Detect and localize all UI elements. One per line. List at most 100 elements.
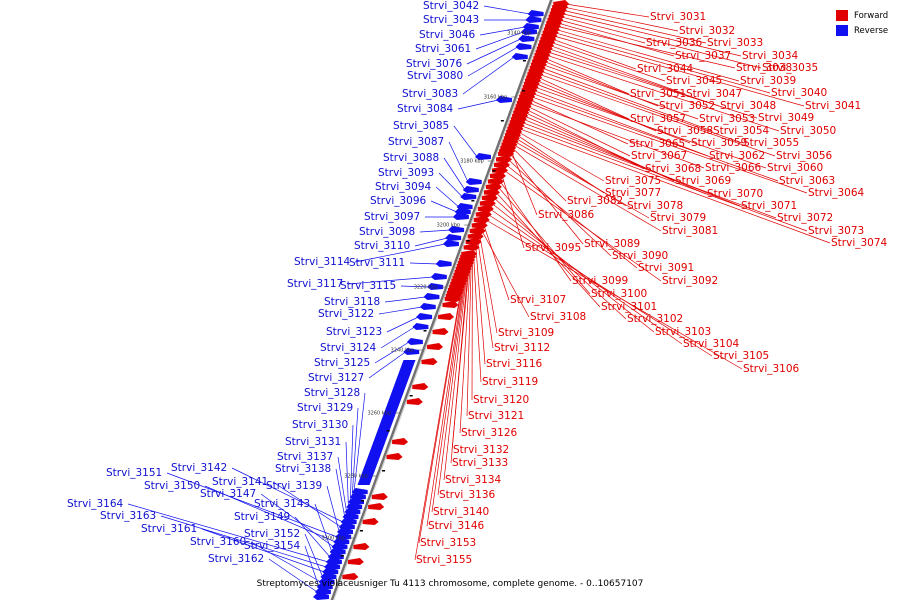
reverse-leader-Strvi_3093 <box>438 172 463 198</box>
forward-gene-label: Strvi_3067 <box>631 150 687 162</box>
reverse-leader-Strvi_3154 <box>304 545 320 588</box>
forward-gene-label: Strvi_3108 <box>530 311 586 323</box>
scale-tick-label-7: 3260 kbp <box>367 411 391 417</box>
chromosome-axis <box>330 0 554 600</box>
feature-mark-2 <box>521 90 525 92</box>
forward-leader-Strvi_3064 <box>531 96 808 194</box>
reverse-gene-label: Strvi_3111 <box>349 257 405 269</box>
reverse-leader-Strvi_3127 <box>368 351 406 379</box>
forward-leader-Strvi_3044 <box>552 38 637 70</box>
forward-gene-label: Strvi_3155 <box>416 554 472 566</box>
feature-mark-6 <box>466 240 470 242</box>
forward-gene-label: Strvi_3049 <box>758 112 814 124</box>
forward-gene-96 <box>342 573 359 580</box>
forward-leader-Strvi_3057 <box>538 77 630 120</box>
gene-marks <box>313 0 570 600</box>
forward-gene-50 <box>494 161 511 168</box>
forward-leader-Strvi_3107 <box>483 225 510 301</box>
reverse-gene-label: Strvi_3138 <box>275 463 331 475</box>
feature-mark-9 <box>386 430 390 432</box>
legend-item-reverse: Reverse <box>836 23 892 38</box>
forward-gene-label: Strvi_3065 <box>629 138 685 150</box>
forward-leader-Strvi_3095 <box>501 175 525 249</box>
forward-gene-58 <box>477 205 494 212</box>
reverse-leader-Strvi_3129 <box>351 407 359 498</box>
forward-leader-Strvi_3105 <box>487 214 713 357</box>
reverse-gene-label: Strvi_3139 <box>266 480 322 492</box>
forward-leader-Strvi_3054 <box>541 67 713 132</box>
reverse-leader-Strvi_3085 <box>453 125 478 158</box>
reverse-gene-45 <box>320 573 337 580</box>
reverse-gene-label: Strvi_3124 <box>320 342 377 354</box>
forward-leader-Strvi_3112 <box>477 241 494 349</box>
reverse-gene-label: Strvi_3076 <box>406 58 463 70</box>
reverse-gene-5 <box>518 35 535 42</box>
forward-gene-label: Strvi_3120 <box>473 394 529 406</box>
forward-leader-Strvi_3071 <box>523 118 741 207</box>
reverse-gene-label: Strvi_3161 <box>141 523 197 535</box>
reverse-gene-12 <box>460 193 477 200</box>
reverse-gene-46 <box>318 578 335 585</box>
forward-gene-label: Strvi_3077 <box>605 187 661 199</box>
forward-leader-Strvi_3041 <box>553 35 805 107</box>
reverse-gene-9 <box>474 153 491 160</box>
reverse-gene-4 <box>520 28 537 35</box>
forward-gene-label: Strvi_3034 <box>742 50 799 62</box>
reverse-leader-Strvi_3042 <box>483 5 530 15</box>
forward-gene-89 <box>392 438 409 445</box>
forward-leader-Strvi_3106 <box>485 219 743 370</box>
reverse-gene-label: Strvi_3117 <box>287 278 343 290</box>
forward-leader-Strvi_3126 <box>459 262 471 434</box>
forward-leader-Strvi_3063 <box>532 93 779 182</box>
reverse-leader-Strvi_3115 <box>400 285 430 288</box>
forward-gene-label: Strvi_3048 <box>720 100 776 112</box>
reverse-gene-31 <box>346 503 363 510</box>
forward-leader-Strvi_3060 <box>534 86 767 169</box>
reverse-gene-43 <box>324 563 341 570</box>
scale-tick-label-5: 3220 kbp <box>414 285 438 291</box>
reverse-gene-28 <box>351 488 368 495</box>
forward-gene-51 <box>491 166 508 174</box>
forward-leader-Strvi_3089 <box>510 153 584 245</box>
forward-gene-label: Strvi_3036 <box>646 37 703 49</box>
reverse-leader-Strvi_3117 <box>347 276 434 285</box>
forward-leader-Strvi_3039 <box>556 29 740 82</box>
forward-leader-Strvi_3081 <box>513 144 662 232</box>
forward-leader-Strvi_3109 <box>479 236 498 334</box>
reverse-gene-label: Strvi_3131 <box>285 436 341 448</box>
reverse-leader-Strvi_3130 <box>349 424 354 503</box>
feature-mark-3 <box>500 120 504 122</box>
reverse-leader-Strvi_3131 <box>345 441 349 508</box>
legend-item-forward: Forward <box>836 8 892 23</box>
reverse-leader-Strvi_3160 <box>250 541 321 583</box>
forward-gene-52 <box>489 172 506 179</box>
reverse-gene-24 <box>416 313 433 320</box>
forward-leader-Strvi_3092 <box>504 170 662 282</box>
reverse-gene-17 <box>445 234 462 241</box>
forward-gene-label: Strvi_3079 <box>650 212 706 224</box>
forward-leader-Strvi_3086 <box>511 151 538 216</box>
forward-gene-label: Strvi_3051 <box>630 88 686 100</box>
forward-leader-Strvi_3119 <box>473 253 482 383</box>
reverse-gene-label: Strvi_3141 <box>212 476 268 488</box>
reverse-gene-22 <box>423 293 440 300</box>
reverse-leader-Strvi_3061 <box>475 31 524 50</box>
reverse-leader-Strvi_3123 <box>386 316 419 333</box>
forward-gene-49 <box>496 155 513 163</box>
reverse-gene-label: Strvi_3084 <box>397 103 454 115</box>
forward-gene-label: Strvi_3068 <box>645 163 701 175</box>
reverse-leader-Strvi_3111 <box>409 262 438 265</box>
forward-gene-65 <box>463 243 480 251</box>
forward-leader-Strvi_3047 <box>550 45 686 95</box>
reverse-gene-label: Strvi_3151 <box>106 467 162 479</box>
forward-swatch <box>836 10 848 21</box>
forward-gene-84 <box>432 328 449 335</box>
forward-leader-Strvi_3055 <box>540 70 743 144</box>
forward-gene-60 <box>473 216 490 223</box>
reverse-gene-2 <box>525 16 542 23</box>
legend-label-reverse: Reverse <box>854 25 889 36</box>
reverse-gene-label: Strvi_3143 <box>254 498 310 510</box>
reverse-gene-label: Strvi_3083 <box>402 88 458 100</box>
reverse-gene-33 <box>342 513 359 520</box>
